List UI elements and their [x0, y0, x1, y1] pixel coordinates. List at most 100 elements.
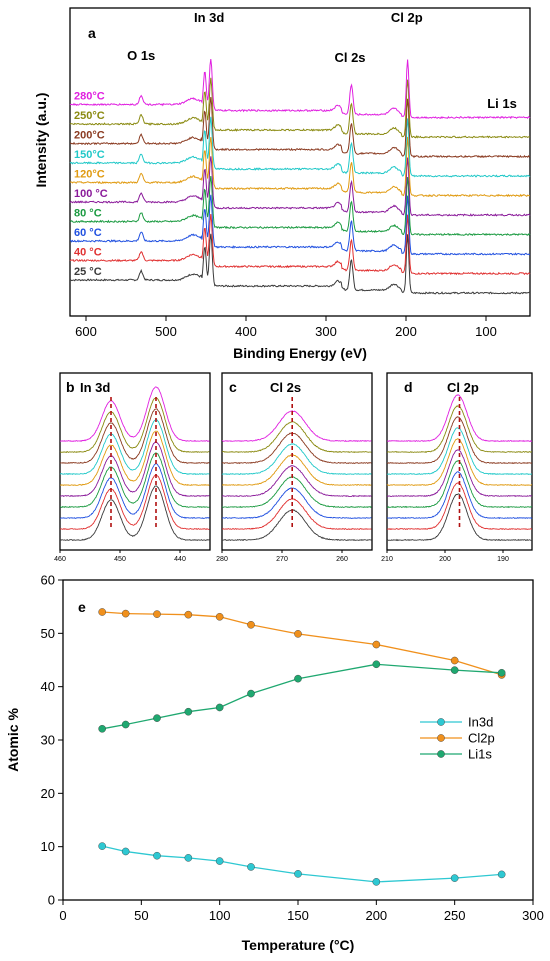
zoom-curve [59, 408, 210, 464]
survey-curve [69, 176, 531, 236]
survey-curve [69, 77, 531, 139]
zoom-curve [59, 452, 210, 509]
peak-label: Li 1s [487, 96, 517, 111]
panel-a-frame [69, 7, 531, 317]
panel-b-in3d: b In 3d 460 450 440 [54, 372, 211, 563]
legend-label: Cl2p [468, 731, 495, 746]
legend-marker [437, 734, 445, 742]
temperature-label: 200°C [74, 130, 105, 142]
panel-c-label: c [229, 379, 237, 395]
panel-b-label: b [66, 379, 75, 395]
x-tick-label: 100 [209, 908, 231, 923]
panel-e-atomic-percent: e 0 50 100 150 200 250 300 0 10 20 30 40 50 60 In3dCl… [5, 573, 544, 954]
data-point-cl2p [121, 609, 130, 618]
x-tick-label: 500 [155, 324, 177, 339]
data-point-li1s [247, 689, 255, 698]
panel-b-frame [59, 372, 211, 551]
zoom-curve [59, 397, 210, 454]
data-point-cl2p [294, 630, 302, 638]
legend-marker [437, 750, 445, 758]
temperature-label: 40 °C [74, 247, 102, 259]
zoom-curve [386, 471, 533, 520]
x-tick-label: 440 [174, 556, 186, 563]
x-tick-label: 260 [336, 556, 348, 563]
panel-a-x-axis-label: Binding Energy (eV) [233, 345, 367, 361]
panel-d-peak-label: Cl 2p [447, 380, 479, 395]
panel-e-y-axis-label: Atomic % [5, 708, 21, 772]
panel-b-peak-label: In 3d [80, 380, 110, 395]
temperature-label: 280°C [74, 91, 105, 103]
legend-label: In3d [468, 715, 493, 730]
panel-a-y-axis-label: Intensity (a.u.) [33, 93, 49, 188]
series-line-cl2p [102, 611, 502, 676]
data-point-cl2p [184, 610, 193, 619]
data-point-li1s [184, 707, 193, 716]
x-tick-label: 200 [439, 556, 451, 563]
peak-label: Cl 2p [391, 10, 423, 25]
zoom-curve [221, 465, 372, 498]
zoom-curve [221, 487, 372, 519]
series-line-li1s [102, 663, 502, 730]
data-point-in3d [215, 857, 224, 865]
data-point-cl2p [215, 613, 224, 621]
panel-a-xps-survey: a 25 °C 40 °C 60 °C 80 °C 100 °C 120°C 150°C 20… [33, 7, 531, 361]
survey-curve [69, 156, 531, 217]
zoom-curve [59, 430, 210, 486]
series-line-in3d [102, 845, 502, 883]
data-point-in3d [121, 847, 130, 856]
zoom-curve [387, 394, 533, 443]
data-point-in3d [153, 851, 161, 860]
data-point-in3d [98, 842, 106, 850]
x-tick-label: 400 [235, 324, 257, 339]
zoom-curve [221, 421, 372, 453]
zoom-curve [386, 416, 533, 464]
panel-a-label: a [88, 25, 96, 41]
x-tick-label: 50 [134, 908, 148, 923]
panel-c-frame [221, 372, 373, 551]
data-point-in3d [294, 870, 302, 878]
x-tick-label: 100 [475, 324, 497, 339]
temperature-label: 25 °C [74, 266, 102, 278]
data-point-in3d [497, 870, 506, 879]
x-tick-label: 210 [381, 556, 393, 563]
survey-curve [69, 136, 531, 198]
data-point-li1s [153, 714, 161, 722]
x-tick-label: 270 [276, 556, 288, 563]
temperature-label: 150°C [74, 149, 105, 161]
survey-curve [69, 233, 531, 295]
x-tick-label: 460 [54, 556, 66, 563]
peak-label: In 3d [194, 10, 224, 25]
y-tick-label: 60 [41, 573, 55, 588]
x-tick-label: 200 [395, 324, 417, 339]
peak-label: O 1s [127, 48, 155, 63]
data-point-li1s [98, 725, 106, 733]
data-point-li1s [450, 666, 459, 674]
zoom-curve [59, 463, 210, 519]
y-tick-label: 50 [41, 626, 55, 641]
panel-d-label: d [404, 379, 413, 395]
survey-curve [69, 213, 531, 276]
temperature-label: 80 °C [74, 208, 102, 220]
legend-label: Li1s [468, 747, 492, 762]
data-point-in3d [184, 854, 193, 862]
zoom-curve [59, 441, 210, 497]
data-point-cl2p [98, 608, 106, 616]
zoom-curve [221, 410, 372, 443]
temperature-label: 60 °C [74, 227, 102, 239]
panel-e-label: e [78, 599, 86, 615]
data-point-cl2p [372, 640, 381, 649]
y-tick-label: 20 [41, 786, 55, 801]
x-tick-label: 300 [315, 324, 337, 339]
x-tick-label: 250 [444, 908, 466, 923]
x-tick-label: 0 [59, 908, 66, 923]
temperature-label: 250°C [74, 110, 105, 122]
y-tick-label: 0 [48, 893, 55, 908]
data-point-cl2p [450, 656, 459, 665]
zoom-curve [221, 443, 372, 476]
panel-d-frame [386, 372, 533, 551]
legend-marker [437, 718, 445, 726]
x-tick-label: 150 [287, 908, 309, 923]
zoom-curve [221, 509, 372, 542]
data-point-cl2p [247, 621, 255, 629]
